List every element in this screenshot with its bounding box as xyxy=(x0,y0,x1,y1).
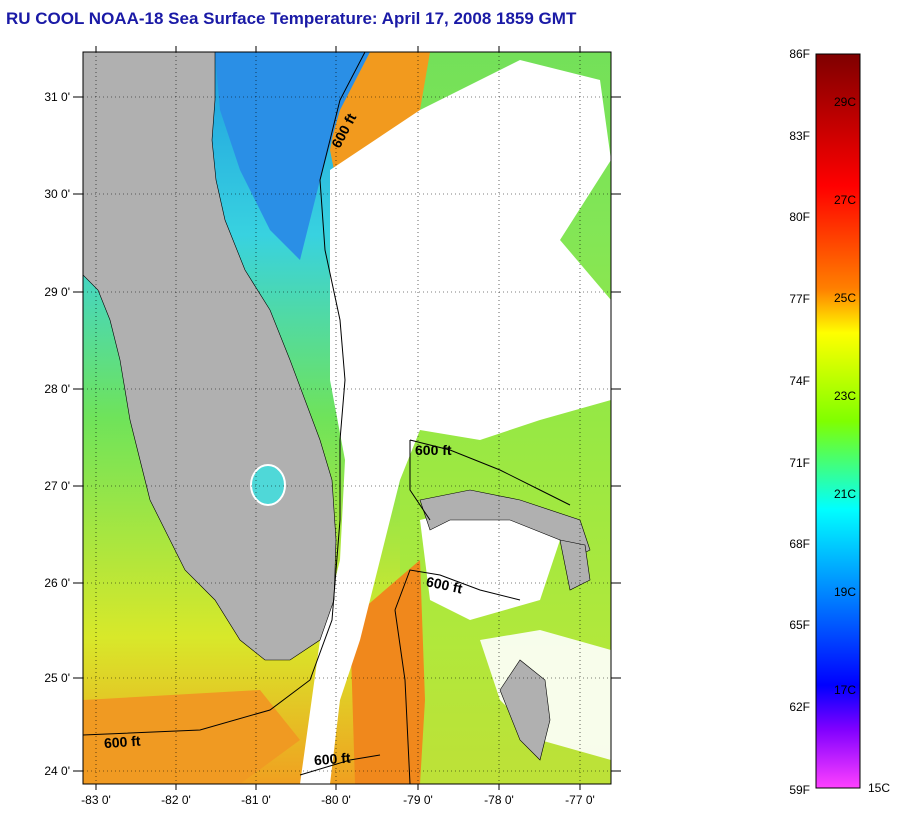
contour-600ft-tongue-west xyxy=(394,609,411,784)
lon-tick-label: -83 0' xyxy=(81,793,111,807)
map-axes: -83 0' -82 0' -81 0' -80 0' -79 0' -78 0' -77 … xyxy=(44,46,621,807)
lat-tick-label: 30 0' xyxy=(44,187,70,201)
colorbar-c-label: 21C xyxy=(834,487,856,501)
colorbar-f-label: 68F xyxy=(789,537,810,551)
colorbar-c-label: 27C xyxy=(834,193,856,207)
lon-tick-label: -81 0' xyxy=(241,793,271,807)
lat-tick-label: 28 0' xyxy=(44,382,70,396)
colorbar-c-label: 17C xyxy=(834,683,856,697)
colorbar-f-label: 77F xyxy=(789,292,810,306)
lon-tick-label: -82 0' xyxy=(161,793,191,807)
contour-label: 600 ft xyxy=(313,750,351,769)
cold-shelf-water xyxy=(215,52,370,260)
contour-label: 600 ft xyxy=(415,442,452,458)
colorbar-c-label: 29C xyxy=(834,95,856,109)
colorbar-f-label: 62F xyxy=(789,700,810,714)
lat-tick-label: 25 0' xyxy=(44,671,70,685)
colorbar-scale xyxy=(815,53,861,789)
colorbar-c-label: 25C xyxy=(834,291,856,305)
colorbar-c-label: 19C xyxy=(834,585,856,599)
gulf-stream-south xyxy=(350,560,425,784)
colorbar-c-label: 23C xyxy=(834,389,856,403)
contour-600ft-south xyxy=(299,754,381,776)
contour-600ft-bahama-west xyxy=(409,440,431,521)
map-frame xyxy=(82,51,612,785)
page-title: RU COOL NOAA-18 Sea Surface Temperature:… xyxy=(6,9,577,28)
lake-okeechobee xyxy=(250,464,286,506)
colorbar-f-label: 71F xyxy=(789,456,810,470)
contour-600ft-tongue xyxy=(394,569,521,611)
florida-land xyxy=(83,52,337,661)
colorbar-f-label: 80F xyxy=(789,210,810,224)
lat-tick-label: 31 0' xyxy=(44,90,70,104)
contour-600ft-florida xyxy=(83,52,366,736)
colorbar-f-label: 74F xyxy=(789,374,810,388)
lat-tick-label: 26 0' xyxy=(44,576,70,590)
lat-tick-label: 24 0' xyxy=(44,764,70,778)
colorbar-f-label: 83F xyxy=(789,129,810,143)
cloud-cover-main xyxy=(300,60,611,784)
lon-tick-label: -77 0' xyxy=(565,793,595,807)
lon-tick-label: -79 0' xyxy=(403,793,433,807)
lat-tick-label: 29 0' xyxy=(44,285,70,299)
lon-tick-label: -78 0' xyxy=(484,793,514,807)
temperature-colorbar: 86F 83F 80F 77F 74F 71F 68F 65F 62F 59F 29C 27C 25C 2… xyxy=(789,47,890,797)
graticule xyxy=(83,52,611,784)
keys-warm-water xyxy=(83,690,300,784)
cloud-cover-bahamas xyxy=(420,500,560,620)
colorbar-f-label: 65F xyxy=(789,618,810,632)
colorbar-f-label: 86F xyxy=(789,47,810,61)
abaco-land xyxy=(559,539,591,591)
colorbar-f-label: 59F xyxy=(789,783,810,797)
contour-label: 600 ft xyxy=(103,733,141,752)
contour-600ft-bahama-north xyxy=(409,439,571,506)
andros-land xyxy=(499,659,551,761)
lon-tick-label: -80 0' xyxy=(321,793,351,807)
contour-label: 600 ft xyxy=(425,573,464,596)
colorbar-c-label: 15C xyxy=(868,781,890,795)
lat-tick-label: 27 0' xyxy=(44,479,70,493)
